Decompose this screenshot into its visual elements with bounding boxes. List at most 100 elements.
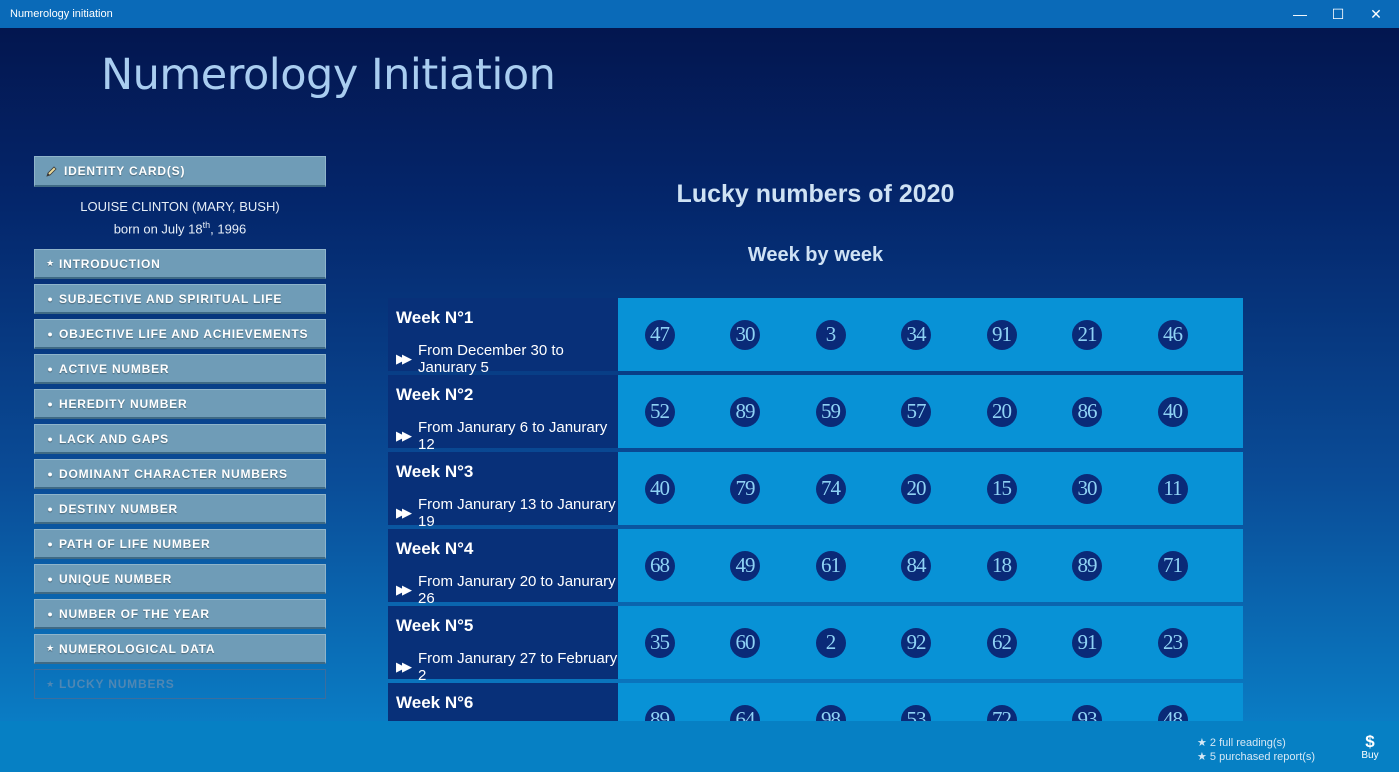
double-arrow-icon: ▶▶ <box>396 659 412 674</box>
lucky-number: 59 <box>815 396 846 427</box>
week-name: Week N°1 <box>396 308 474 327</box>
lucky-number: 86 <box>1072 396 1102 427</box>
sidebar-item-label: PATH OF LIFE NUMBER <box>59 536 211 551</box>
bullet-icon: ● <box>47 328 54 339</box>
page-heading: Lucky numbers of 2020 <box>676 180 955 208</box>
lucky-number: 34 <box>901 319 931 350</box>
lucky-number: 89 <box>644 704 675 721</box>
lucky-number: 57 <box>901 396 931 427</box>
bullet-icon: ● <box>47 398 54 409</box>
bullet-icon: ● <box>47 573 54 584</box>
sidebar-item-objective-life-and-achievements[interactable]: ● OBJECTIVE LIFE AND ACHIEVEMENTS <box>34 319 326 350</box>
sidebar-item-label: DESTINY NUMBER <box>59 501 178 516</box>
sidebar-item-numerological-data[interactable]: ★ NUMEROLOGICAL DATA <box>34 634 326 665</box>
week-range-text: From December 30 to Janurary 5 <box>418 342 564 376</box>
week-name: Week N°6 <box>396 693 474 712</box>
buy-label: Buy <box>1361 750 1379 761</box>
week-info: Week N°3 ▶▶ From Janurary 13 to Janurary 1… <box>388 452 618 530</box>
lucky-number: 64 <box>730 704 760 721</box>
week-row: Week N°5 ▶▶ From Janurary 27 to February 2… <box>388 606 1243 684</box>
week-info: Week N°4 ▶▶ From Janurary 20 to Janurary 2… <box>388 529 618 607</box>
double-arrow-icon: ▶▶ <box>396 582 412 597</box>
week-range: ▶▶ From Janurary 20 to Janurary 26 <box>396 573 618 607</box>
lucky-numbers: 35 60 2 92 62 91 23 <box>617 606 1243 679</box>
week-name: Week N°3 <box>396 462 474 481</box>
sidebar-item-unique-number[interactable]: ● UNIQUE NUMBER <box>34 564 326 595</box>
sidebar-item-active-number[interactable]: ● ACTIVE NUMBER <box>34 354 326 385</box>
identity-card-button[interactable]: IDENTITY CARD(S) <box>34 156 326 187</box>
bullet-icon: ● <box>47 503 54 514</box>
lucky-number: 68 <box>644 550 675 581</box>
pencil-icon <box>46 165 57 177</box>
sidebar-item-label: LACK AND GAPS <box>59 431 169 446</box>
full-readings-count: ★ 2 full reading(s) <box>1197 737 1286 749</box>
double-arrow-icon: ▶▶ <box>396 351 412 366</box>
sidebar-item-introduction[interactable]: ★ INTRODUCTION <box>34 249 326 280</box>
sidebar-item-subjective-and-spiritual-life[interactable]: ● SUBJECTIVE AND SPIRITUAL LIFE <box>34 284 326 315</box>
lucky-number: 11 <box>1157 473 1188 504</box>
double-arrow-icon: ▶▶ <box>396 428 412 443</box>
lucky-number: 60 <box>730 627 760 658</box>
lucky-numbers: 47 30 3 34 91 21 46 <box>617 298 1243 371</box>
bullet-icon: ● <box>47 433 54 444</box>
lucky-number: 18 <box>986 550 1017 581</box>
lucky-numbers: 68 49 61 84 18 89 71 <box>617 529 1243 602</box>
lucky-number: 40 <box>644 473 675 504</box>
sidebar-item-label: DOMINANT CHARACTER NUMBERS <box>59 466 288 481</box>
week-row: Week N°1 ▶▶ From December 30 to Janurary 5… <box>388 298 1243 376</box>
lucky-number: 91 <box>986 319 1017 350</box>
star-icon: ★ <box>46 678 55 689</box>
sidebar-item-label: UNIQUE NUMBER <box>59 571 173 586</box>
lucky-number: 84 <box>901 550 931 581</box>
buy-button[interactable]: $ Buy <box>1356 733 1384 761</box>
lucky-number: 35 <box>644 627 675 658</box>
lucky-numbers: 52 89 59 57 20 86 40 <box>617 375 1243 448</box>
sidebar-item-path-of-life-number[interactable]: ● PATH OF LIFE NUMBER <box>34 529 326 560</box>
lucky-number: 89 <box>1072 550 1102 581</box>
sidebar-item-label: NUMEROLOGICAL DATA <box>59 641 216 656</box>
week-range: ▶▶ From Janurary 27 to February 2 <box>396 650 618 684</box>
sidebar-item-number-of-the-year[interactable]: ● NUMBER OF THE YEAR <box>34 599 326 630</box>
lucky-number: 89 <box>730 396 760 427</box>
minimize-icon[interactable]: — <box>1293 6 1307 22</box>
window-titlebar: Numerology initiation — ☐ ✕ <box>0 0 1399 28</box>
app-title: Numerology Initiation <box>101 50 556 100</box>
sidebar-item-lucky-numbers[interactable]: ★ LUCKY NUMBERS <box>34 669 326 700</box>
week-range: ▶▶ From December 30 to Janurary 5 <box>396 342 618 376</box>
bullet-icon: ● <box>47 363 54 374</box>
week-row: Week N°6 89 64 98 53 72 93 48 <box>388 683 1243 721</box>
week-info: Week N°6 <box>388 683 618 721</box>
lucky-number: 79 <box>730 473 760 504</box>
page-subheading: Week by week <box>747 244 884 266</box>
lucky-number: 53 <box>901 704 931 721</box>
window-title: Numerology initiation <box>10 8 113 20</box>
lucky-number: 61 <box>815 550 846 581</box>
lucky-number: 74 <box>815 473 846 504</box>
lucky-number: 21 <box>1072 319 1102 350</box>
purchased-reports-count: ★ 5 purchased report(s) <box>1197 751 1316 763</box>
star-icon: ★ <box>46 643 55 654</box>
week-range: ▶▶ From Janurary 6 to Janurary 12 <box>396 419 618 453</box>
sidebar-item-heredity-number[interactable]: ● HEREDITY NUMBER <box>34 389 326 420</box>
lucky-number: 15 <box>986 473 1017 504</box>
lucky-number: 71 <box>1157 550 1188 581</box>
lucky-number: 30 <box>1072 473 1102 504</box>
sidebar-item-lack-and-gaps[interactable]: ● LACK AND GAPS <box>34 424 326 455</box>
week-range: ▶▶ From Janurary 13 to Janurary 19 <box>396 496 618 530</box>
week-info: Week N°1 ▶▶ From December 30 to Janurary 5 <box>388 298 618 376</box>
profile-info: LOUISE CLINTON (MARY, BUSH) born on July… <box>34 197 326 238</box>
purchase-stats: ★ 2 full reading(s) ★ 5 purchased report… <box>1197 736 1315 764</box>
week-name: Week N°4 <box>396 539 474 558</box>
sidebar-item-label: LUCKY NUMBERS <box>59 677 175 692</box>
bullet-icon: ● <box>47 468 54 479</box>
weeks-table: Week N°1 ▶▶ From December 30 to Janurary 5… <box>388 298 1243 721</box>
maximize-icon[interactable]: ☐ <box>1331 5 1345 22</box>
sidebar-item-label: INTRODUCTION <box>59 256 161 271</box>
lucky-number: 3 <box>815 319 846 350</box>
lucky-number: 20 <box>901 473 931 504</box>
sidebar-item-dominant-character-numbers[interactable]: ● DOMINANT CHARACTER NUMBERS <box>34 459 326 490</box>
close-icon[interactable]: ✕ <box>1370 5 1382 22</box>
week-name: Week N°2 <box>396 385 474 404</box>
week-info: Week N°5 ▶▶ From Janurary 27 to February 2 <box>388 606 618 684</box>
sidebar-item-destiny-number[interactable]: ● DESTINY NUMBER <box>34 494 326 525</box>
